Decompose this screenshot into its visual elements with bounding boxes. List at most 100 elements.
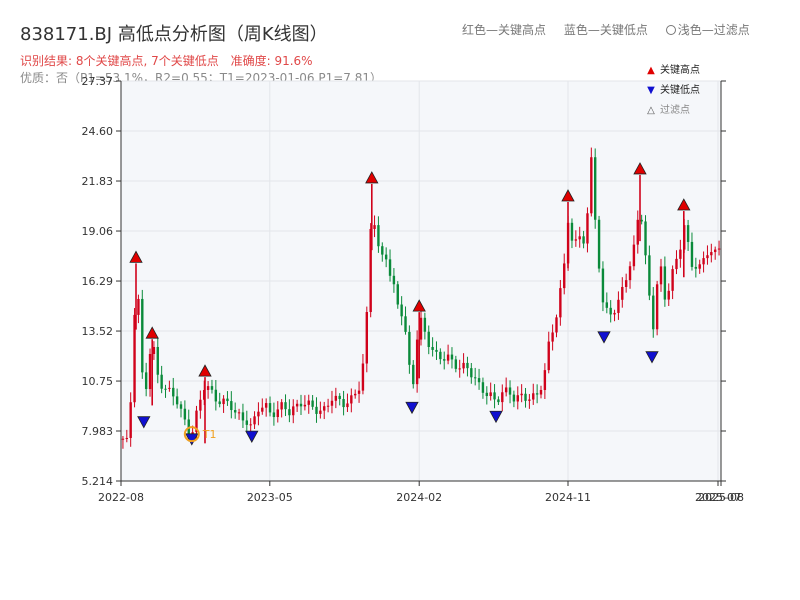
candle-body (400, 304, 403, 317)
candle-body (582, 236, 585, 244)
candle-body (508, 387, 512, 395)
candle-body (125, 437, 129, 439)
candle-body (187, 419, 190, 434)
candle-body (717, 248, 721, 250)
candle-body (570, 222, 574, 241)
y-tick-label: 21.83 (82, 175, 114, 188)
candle-body (365, 312, 369, 364)
y-tick-label: 5.214 (82, 475, 114, 488)
candle-body (528, 399, 531, 401)
key-low-marker (489, 410, 503, 424)
key-low-marker (137, 416, 151, 429)
candle-body (175, 396, 179, 405)
candle-body (384, 254, 388, 260)
candle-body (617, 299, 620, 313)
candle-body (408, 331, 411, 365)
candle-body (481, 382, 485, 393)
candle-body (702, 258, 705, 265)
key-low-marker (645, 351, 659, 364)
candle-body (415, 339, 419, 385)
candle-body (381, 246, 384, 255)
key-high-marker (561, 189, 575, 202)
candle-body (404, 316, 407, 332)
key-low-marker (597, 331, 611, 344)
candle-body (299, 403, 303, 407)
x-tick-label: 2024-11 (545, 491, 591, 504)
candle-body (539, 389, 543, 395)
candle-body (144, 372, 148, 390)
candle-body (609, 307, 612, 315)
candle-body (261, 407, 264, 412)
hollow-circle-icon (665, 25, 676, 35)
candle-body (303, 404, 307, 407)
candle-body (152, 346, 156, 355)
candle-body (284, 402, 287, 410)
candle-body (624, 280, 628, 287)
candle-body (605, 302, 609, 308)
legend-light-label: 浅色—过滤点 (677, 23, 750, 37)
candle-body (222, 398, 225, 405)
candle-body (462, 362, 465, 369)
candle-body (648, 255, 651, 296)
candle-body (292, 406, 295, 416)
candle-body (168, 387, 171, 389)
y-tick-label: 13.52 (82, 325, 114, 338)
candle-body (133, 314, 136, 403)
candle-body (686, 225, 690, 242)
candle-body (412, 364, 415, 385)
candle-body (191, 432, 194, 434)
candle-body (466, 362, 469, 369)
candle-body (342, 399, 345, 408)
candle-body (295, 403, 299, 407)
key-high-marker (365, 171, 379, 184)
candle-body (315, 406, 318, 414)
candles (121, 147, 721, 449)
candle-body (346, 403, 349, 408)
candle-body (264, 403, 268, 408)
candle-body (473, 377, 477, 379)
candle-body (338, 395, 341, 400)
candle-body (601, 268, 605, 303)
axes: 5.214 7.983 10.75 13.52 16.29 19.06 21.83 24.60… (82, 75, 744, 504)
x-tick-label: 2024-02 (396, 491, 442, 504)
candle-body (501, 392, 504, 403)
candle-body (319, 410, 322, 414)
key-high-marker (198, 364, 212, 377)
candle-body (613, 312, 616, 315)
candle-body (179, 404, 183, 409)
candle-body (590, 157, 593, 214)
x-tick-label: 2025-08 (698, 491, 744, 504)
candle-body (288, 409, 291, 416)
candle-body (392, 275, 396, 285)
candle-body (454, 359, 458, 369)
candle-body (330, 400, 334, 406)
candle-body (334, 395, 338, 401)
candle-body (357, 390, 361, 394)
candle-body (210, 386, 214, 390)
candle-body (512, 394, 516, 402)
key-low-marker (185, 433, 199, 446)
candle-body (493, 392, 496, 400)
y-tick-label: 24.60 (82, 125, 114, 138)
candle-body (655, 284, 659, 330)
y-tick-label: 27.37 (82, 75, 114, 88)
candle-body (268, 403, 272, 413)
legend-red-text: 红色—关键高点 (462, 23, 547, 37)
x-tick-label: 2022-08 (98, 491, 144, 504)
candle-body (547, 341, 550, 371)
chart-title: 838171.BJ 高低点分析图（周K线图） (20, 24, 328, 45)
candle-body (148, 354, 152, 390)
candle-body (369, 228, 372, 313)
candle-body (597, 219, 601, 269)
candle-body (214, 389, 218, 402)
y-tick-label: 19.06 (82, 225, 114, 238)
candle-body (535, 393, 539, 395)
candle-body (667, 290, 670, 300)
candle-body (183, 408, 187, 420)
candle-body (350, 395, 353, 404)
candle-body (156, 346, 159, 375)
candle-body (419, 317, 423, 340)
candle-body (272, 412, 276, 418)
candle-body (241, 412, 245, 421)
stats-accuracy: 准确度: 91.6% (230, 54, 313, 68)
